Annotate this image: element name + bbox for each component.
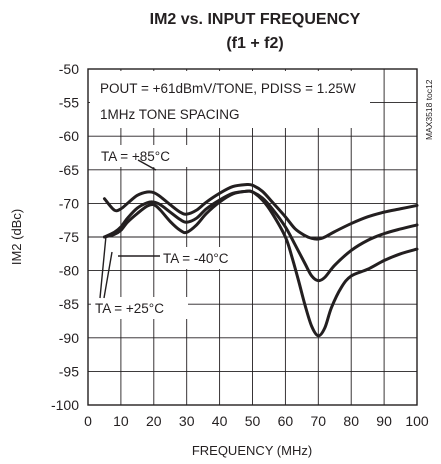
x-tick-label: 70 xyxy=(311,413,327,429)
label-bg-25 xyxy=(91,297,188,319)
y-tick-label: -100 xyxy=(51,397,79,413)
x-tick-label: 100 xyxy=(405,413,429,429)
y-tick-label: -55 xyxy=(59,95,79,111)
series-line-2 xyxy=(102,189,419,338)
x-tick-label: 80 xyxy=(343,413,359,429)
x-axis-label: FREQUENCY (MHz) xyxy=(192,443,312,458)
x-tick-label: 20 xyxy=(146,413,162,429)
series-line-0 xyxy=(102,182,419,241)
conditions-line-1: POUT = +61dBmV/TONE, PDISS = 1.25W xyxy=(100,81,356,96)
x-tick-label: 90 xyxy=(376,413,392,429)
leader-ta-25 xyxy=(99,235,113,299)
annotation-ta-minus40: TA = -40°C xyxy=(163,251,229,266)
y-axis-label: IM2 (dBc) xyxy=(9,209,24,265)
x-tick-label: 50 xyxy=(245,413,261,429)
y-tick-label: -70 xyxy=(59,195,79,211)
chart-subtitle: (f1 + f2) xyxy=(226,35,283,52)
y-tick-label: -85 xyxy=(59,296,79,312)
label-bg-85 xyxy=(96,145,194,167)
x-tick-label: 40 xyxy=(212,413,228,429)
chart-title: IM2 vs. INPUT FREQUENCY xyxy=(150,11,361,28)
y-tick-label: -90 xyxy=(59,330,79,346)
y-tick-label: -60 xyxy=(59,128,79,144)
y-tick-label: -80 xyxy=(59,263,79,279)
x-tick-label: 30 xyxy=(179,413,195,429)
y-tick-label: -65 xyxy=(59,162,79,178)
x-tick-label: 0 xyxy=(84,413,92,429)
data-series xyxy=(102,182,419,338)
label-bg-minus40 xyxy=(159,247,251,269)
conditions-line-2: 1MHz TONE SPACING xyxy=(100,107,240,122)
y-tick-label: -95 xyxy=(59,363,79,379)
annotation-ta-85: TA = +85°C xyxy=(101,149,170,164)
annotation-ta-25: TA = +25°C xyxy=(95,301,164,316)
y-tick-label: -75 xyxy=(59,229,79,245)
leader-ta-85 xyxy=(137,159,157,171)
x-tick-label: 10 xyxy=(113,413,129,429)
conditions-box xyxy=(90,71,370,128)
tick-labels: 0 10 20 30 40 50 60 70 80 90 100 -50 -55 -60 -65 -70 -75… xyxy=(51,61,429,429)
side-label: MAX3518 toc12 xyxy=(424,79,434,140)
plot-frame xyxy=(87,68,418,406)
x-tick-label: 60 xyxy=(278,413,294,429)
y-tick-label: -50 xyxy=(59,61,79,77)
